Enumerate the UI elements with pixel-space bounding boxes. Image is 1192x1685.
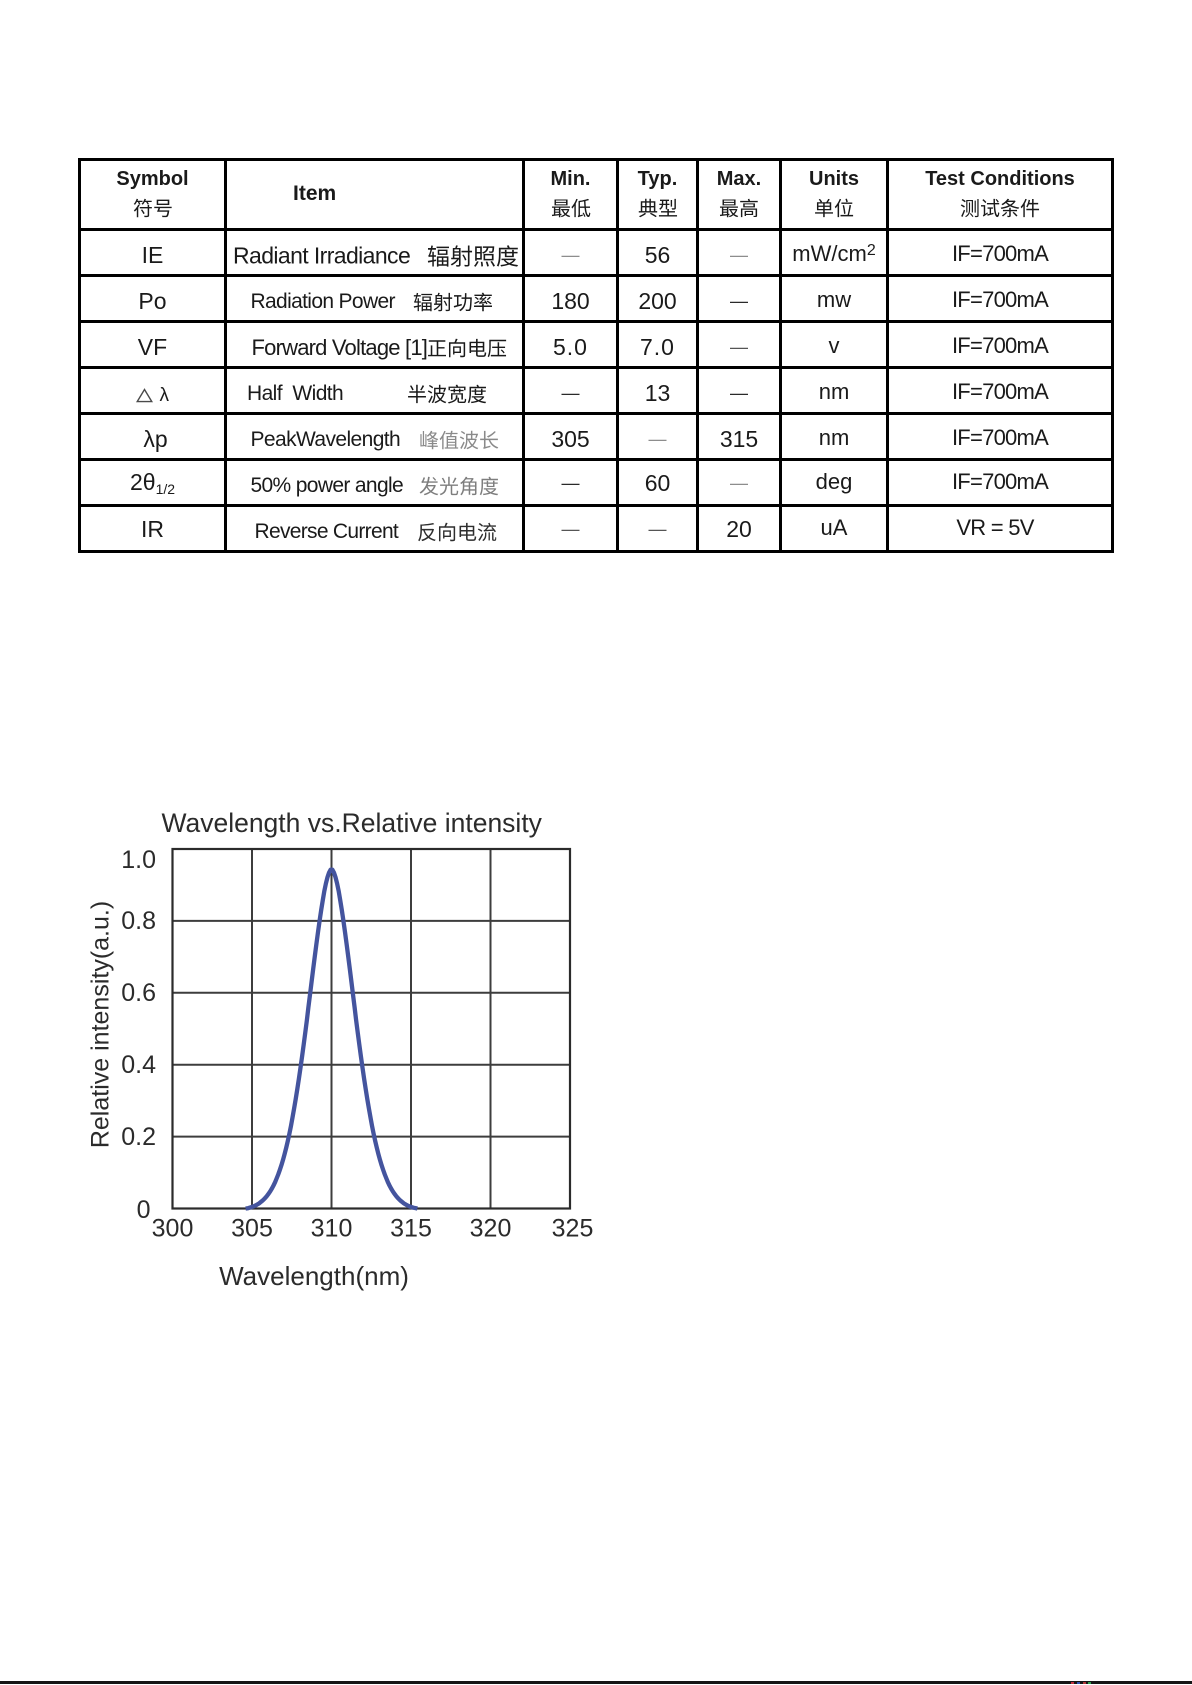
svg-text:Relative intensity(a.u.): Relative intensity(a.u.) (87, 901, 115, 1148)
svg-text:315: 315 (390, 1215, 432, 1243)
svg-text:Wavelength(nm): Wavelength(nm) (219, 1261, 409, 1291)
svg-text:310: 310 (311, 1215, 353, 1243)
svg-text:0.2: 0.2 (121, 1123, 156, 1151)
svg-text:0.8: 0.8 (121, 907, 156, 935)
svg-text:305: 305 (231, 1215, 273, 1243)
svg-text:320: 320 (470, 1215, 512, 1243)
svg-text:0.6: 0.6 (121, 979, 156, 1007)
svg-text:325: 325 (552, 1215, 594, 1243)
svg-text:Wavelength vs.Relative intensi: Wavelength vs.Relative intensity (161, 808, 542, 838)
svg-text:1.0: 1.0 (121, 846, 156, 874)
svg-text:300: 300 (152, 1215, 194, 1243)
svg-text:0: 0 (137, 1196, 151, 1224)
svg-text:0.4: 0.4 (121, 1051, 156, 1079)
